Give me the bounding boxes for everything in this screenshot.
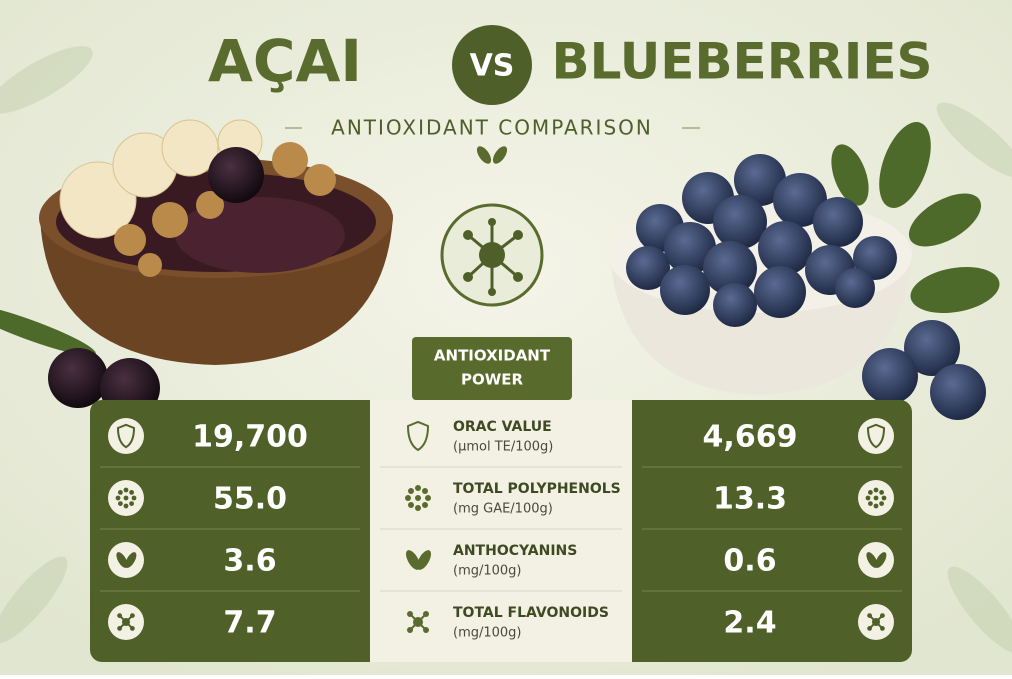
icon — [881, 495, 887, 501]
icon — [118, 501, 123, 506]
icon — [865, 495, 871, 501]
metric-unit: (mg/100g) — [453, 564, 522, 579]
icon — [123, 503, 129, 509]
blueberry-value: 13.3 — [713, 482, 787, 517]
icon — [879, 501, 884, 506]
metric-name: ORAC VALUE — [453, 419, 552, 435]
badge-text: ANTIOXIDANT — [434, 347, 551, 365]
icon — [115, 495, 121, 501]
subtitle: ANTIOXIDANT COMPARISON — [331, 116, 653, 140]
icon — [130, 626, 135, 631]
metric-unit: (mg GAE/100g) — [453, 502, 553, 517]
badge-text: POWER — [461, 371, 524, 389]
decor-leaves — [0, 46, 1012, 654]
icon — [880, 626, 885, 631]
icon — [872, 618, 880, 626]
metric-name: TOTAL POLYPHENOLS — [453, 481, 621, 497]
icon-circle — [108, 418, 144, 454]
icon — [880, 613, 885, 618]
icon — [131, 495, 137, 501]
icon — [407, 627, 413, 633]
vs-circle — [452, 25, 532, 105]
icon-circle — [858, 418, 894, 454]
blueberry-bowl — [608, 122, 1000, 420]
icon — [417, 550, 431, 570]
icon — [407, 611, 413, 617]
icon — [425, 495, 431, 501]
icon — [868, 490, 873, 495]
icon — [866, 552, 878, 568]
icon — [879, 490, 884, 495]
icon — [867, 626, 872, 631]
icon — [117, 626, 122, 631]
vs-text: VS — [470, 49, 515, 84]
metric-unit: (µmol TE/100g) — [453, 440, 553, 455]
metric-name: TOTAL FLAVONOIDS — [453, 605, 609, 621]
blueberry-value: 0.6 — [723, 544, 776, 579]
metric-unit: (mg/100g) — [453, 626, 522, 641]
icon — [873, 503, 879, 509]
icon — [415, 485, 421, 491]
icon — [423, 611, 429, 617]
icon — [116, 423, 136, 449]
badge — [412, 337, 572, 400]
icon — [415, 505, 421, 511]
title-right: BLUEBERRIES — [552, 33, 933, 91]
icon — [129, 490, 135, 495]
icon — [415, 495, 421, 501]
icon — [866, 423, 886, 449]
metric-name: ANTHOCYANINS — [453, 543, 577, 559]
icon — [875, 552, 887, 568]
icon — [130, 613, 135, 618]
icon — [406, 420, 430, 452]
acai-bowl — [0, 119, 393, 418]
acai-value: 3.6 — [223, 544, 276, 579]
icon — [123, 495, 129, 501]
icon — [129, 501, 135, 506]
leaf-icon — [476, 146, 508, 164]
icon — [873, 495, 879, 501]
icon — [868, 501, 873, 506]
icon — [873, 487, 879, 493]
icon — [116, 552, 128, 568]
acai-value: 19,700 — [192, 420, 308, 455]
icon — [408, 488, 414, 494]
icon — [406, 550, 420, 570]
molecule-icon — [440, 203, 544, 307]
icon — [122, 618, 130, 626]
icon — [422, 488, 428, 494]
icon — [867, 613, 872, 618]
title-left: AÇAI — [208, 27, 362, 95]
icon — [422, 502, 428, 508]
icon — [405, 495, 411, 501]
icon — [423, 627, 429, 633]
icon — [408, 502, 414, 508]
icon — [118, 490, 123, 495]
blueberry-value: 4,669 — [703, 420, 798, 455]
blueberry-value: 2.4 — [723, 606, 776, 641]
icon — [123, 487, 129, 493]
icon — [125, 552, 137, 568]
acai-value: 7.7 — [223, 606, 276, 641]
icon — [117, 613, 122, 618]
acai-value: 55.0 — [213, 482, 287, 517]
icon — [413, 617, 423, 627]
